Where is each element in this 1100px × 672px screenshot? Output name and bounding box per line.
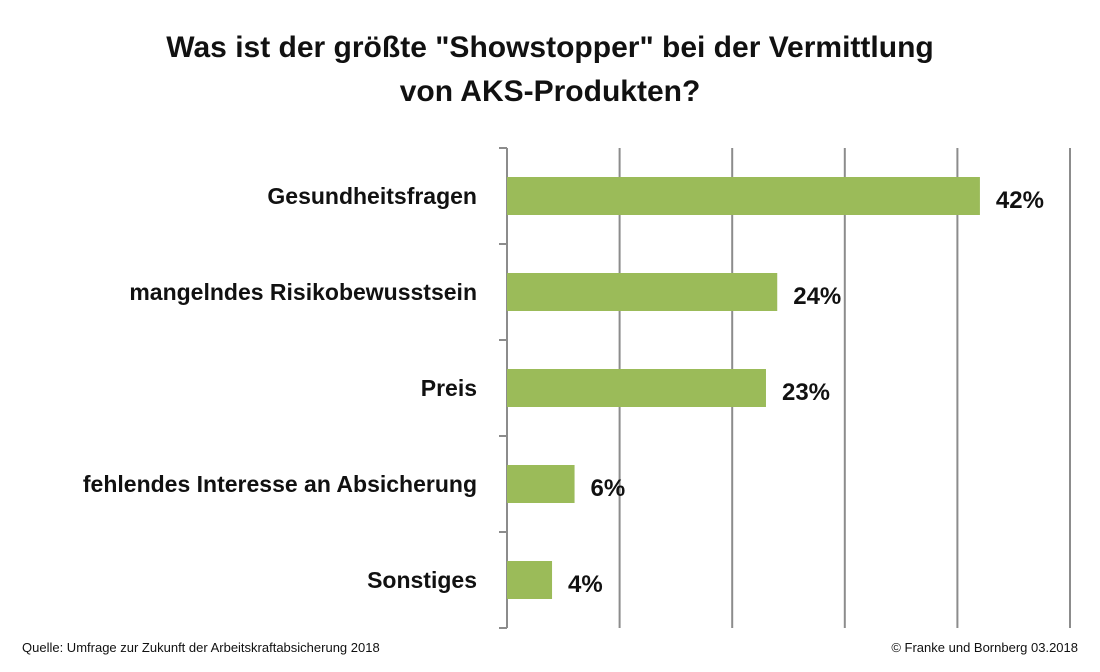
copyright-note: © Franke und Bornberg 03.2018 — [891, 640, 1078, 655]
category-label: Preis — [421, 375, 477, 401]
chart-title-line-1: Was ist der größte "Showstopper" bei der… — [166, 31, 934, 64]
chart-title: Was ist der größte "Showstopper" bei der… — [0, 26, 1100, 114]
data-label: 42% — [996, 187, 1044, 214]
category-label: mangelndes Risikobewusstsein — [129, 279, 477, 305]
data-label: 23% — [782, 379, 830, 406]
bar — [507, 273, 778, 311]
source-note: Quelle: Umfrage zur Zukunft der Arbeitsk… — [22, 640, 380, 655]
data-label: 24% — [793, 283, 841, 310]
data-label: 4% — [568, 571, 603, 598]
category-label: Gesundheitsfragen — [267, 183, 477, 209]
bar — [507, 369, 766, 407]
bar — [507, 177, 980, 215]
bar — [507, 465, 575, 503]
data-label: 6% — [591, 475, 626, 502]
chart-title-line-2: von AKS-Produkten? — [399, 75, 701, 108]
bar — [507, 561, 553, 599]
category-label: Sonstiges — [367, 567, 477, 593]
category-label: fehlendes Interesse an Absicherung — [83, 471, 477, 497]
